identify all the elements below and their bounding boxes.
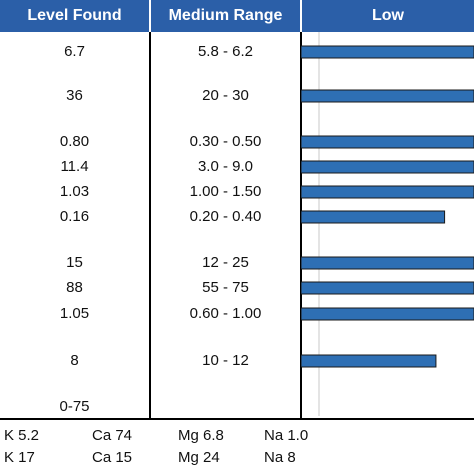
level-found-value: 1.05 xyxy=(59,305,90,322)
level-found-value: 11.4 xyxy=(60,158,89,175)
medium-range-value: 5.8 - 6.2 xyxy=(197,43,254,60)
level-bar xyxy=(301,256,474,270)
medium-range-value: 20 - 30 xyxy=(202,87,249,104)
column-divider xyxy=(300,32,302,418)
level-bar xyxy=(301,185,474,199)
level-found-value: 0.16 xyxy=(59,208,90,225)
level-found-value: 0-75 xyxy=(59,398,90,415)
footer-value: Na 8 xyxy=(264,449,296,466)
column-divider xyxy=(149,32,151,418)
level-bar xyxy=(301,307,474,321)
header-level-found: Level Found xyxy=(0,0,149,32)
level-found-value: 6.7 xyxy=(64,43,85,60)
footer-value: Mg 24 xyxy=(178,449,220,466)
header-medium-range: Medium Range xyxy=(151,0,300,32)
level-bar xyxy=(301,210,446,224)
medium-range-value: 0.60 - 1.00 xyxy=(189,305,262,322)
level-bar xyxy=(301,160,474,174)
medium-range-value: 12 - 25 xyxy=(202,254,249,271)
footer-value: Ca 15 xyxy=(92,449,133,466)
footer-value: Na 1.0 xyxy=(264,427,309,444)
medium-range-value: 10 - 12 xyxy=(202,352,249,369)
level-bar xyxy=(301,45,474,59)
medium-range-value: 0.20 - 0.40 xyxy=(189,208,262,225)
medium-range-value: 1.00 - 1.50 xyxy=(189,183,262,200)
footer-value: K 5.2 xyxy=(4,427,40,444)
medium-range-value: 0.30 - 0.50 xyxy=(189,133,262,150)
medium-range-value xyxy=(151,397,300,417)
level-found-value: 36 xyxy=(66,87,83,104)
medium-range-value: 55 - 75 xyxy=(202,279,249,296)
level-bar xyxy=(301,135,474,149)
table-bottom-rule xyxy=(0,418,474,420)
level-bar xyxy=(301,354,437,368)
level-bar-chart xyxy=(301,32,474,416)
footer-value: Ca 74 xyxy=(92,427,133,444)
level-found-value: 15 xyxy=(66,254,83,271)
level-found-value: 8 xyxy=(70,352,79,369)
footer-value: Mg 6.8 xyxy=(178,427,224,444)
level-bar xyxy=(301,89,474,103)
level-bar xyxy=(301,281,474,295)
level-found-value: 1.03 xyxy=(59,183,90,200)
level-found-value: 0.80 xyxy=(59,133,90,150)
header-low: Low xyxy=(302,0,474,32)
medium-range-value: 3.0 - 9.0 xyxy=(197,158,254,175)
level-found-value: 88 xyxy=(66,279,83,296)
footer-value: K 17 xyxy=(4,449,35,466)
